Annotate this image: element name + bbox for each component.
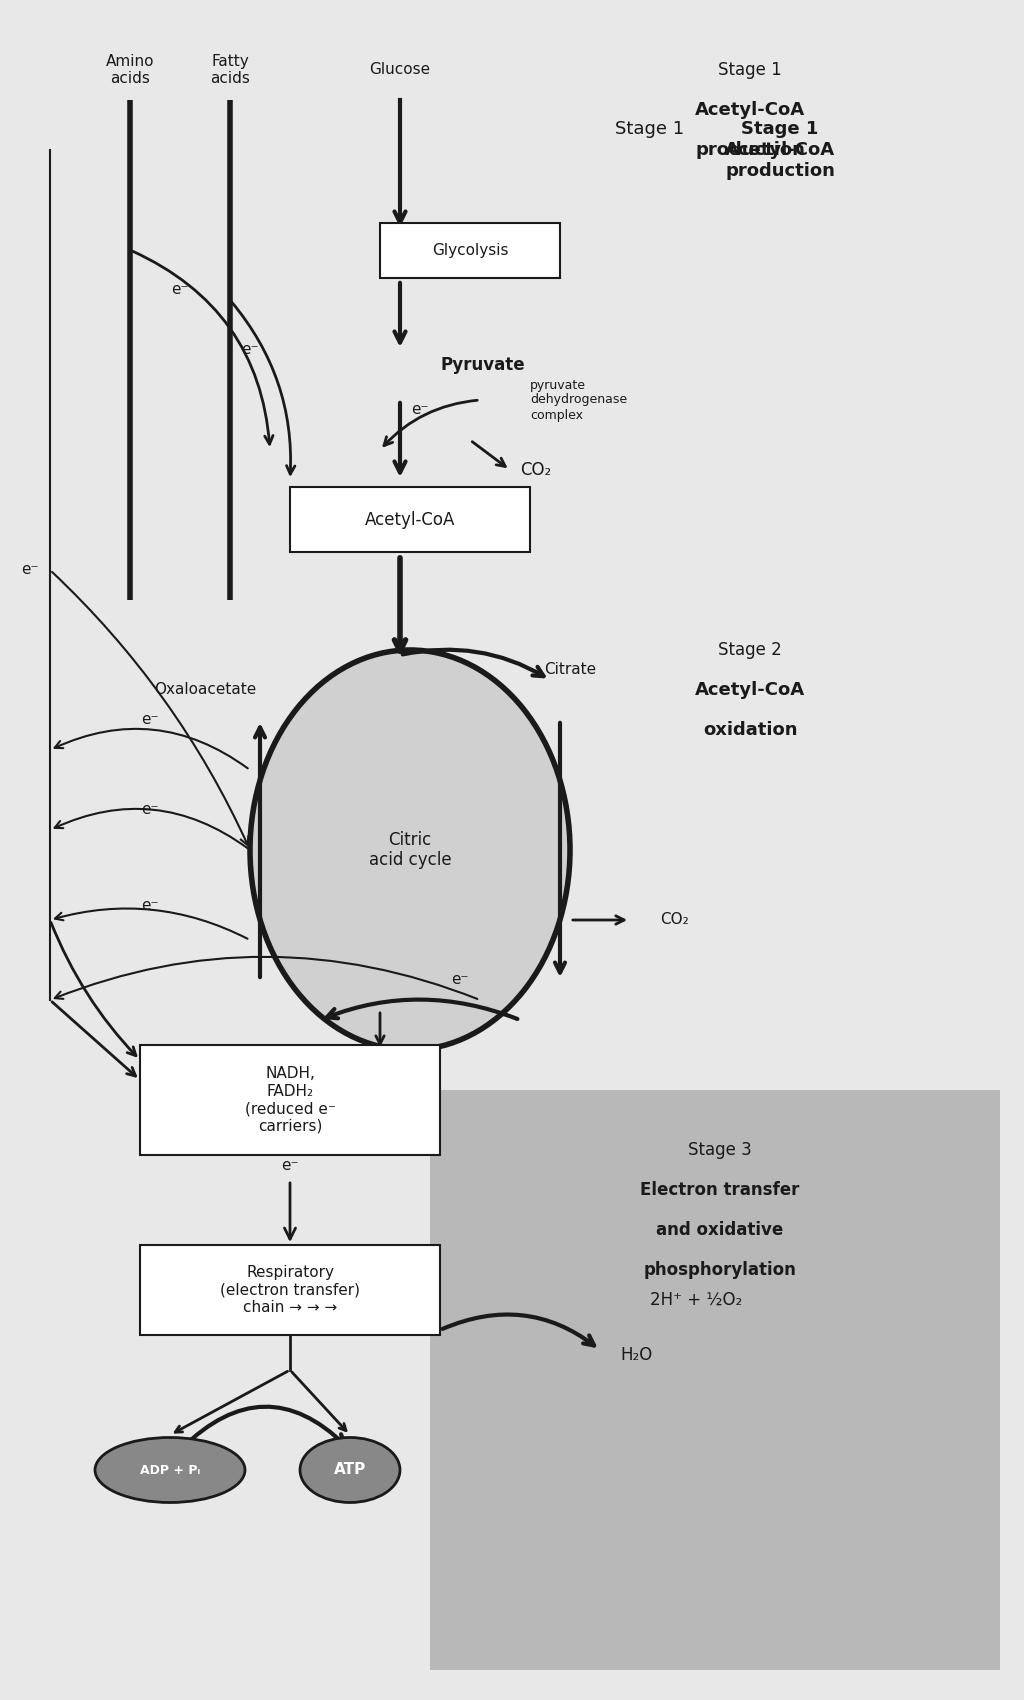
Text: Fatty
acids: Fatty acids xyxy=(210,54,250,87)
Text: Glycolysis: Glycolysis xyxy=(432,243,508,257)
Text: phosphorylation: phosphorylation xyxy=(643,1261,797,1278)
Text: ATP: ATP xyxy=(334,1462,367,1477)
FancyBboxPatch shape xyxy=(140,1046,440,1154)
Text: Electron transfer: Electron transfer xyxy=(640,1182,800,1198)
Text: Stage 2: Stage 2 xyxy=(718,641,782,660)
Text: and oxidative: and oxidative xyxy=(656,1221,783,1239)
FancyBboxPatch shape xyxy=(380,223,560,277)
Text: Acetyl-CoA: Acetyl-CoA xyxy=(695,100,805,119)
Text: Citric
acid cycle: Citric acid cycle xyxy=(369,831,452,869)
Text: ADP + Pᵢ: ADP + Pᵢ xyxy=(140,1464,200,1477)
Text: e⁻: e⁻ xyxy=(412,403,429,418)
Text: Acetyl-CoA: Acetyl-CoA xyxy=(365,512,456,529)
Text: CO₂: CO₂ xyxy=(660,913,689,928)
Text: Pyruvate: Pyruvate xyxy=(440,355,524,374)
Text: Amino
acids: Amino acids xyxy=(105,54,155,87)
FancyBboxPatch shape xyxy=(140,1244,440,1334)
Text: oxidation: oxidation xyxy=(702,721,798,740)
Text: Acetyl-CoA: Acetyl-CoA xyxy=(695,682,805,699)
Text: H₂O: H₂O xyxy=(620,1346,652,1363)
Ellipse shape xyxy=(250,649,570,1051)
Text: Stage 3: Stage 3 xyxy=(688,1141,752,1159)
Text: 2H⁺ + ½O₂: 2H⁺ + ½O₂ xyxy=(650,1290,742,1309)
Text: pyruvate
dehydrogenase
complex: pyruvate dehydrogenase complex xyxy=(530,379,627,422)
Text: CO₂: CO₂ xyxy=(520,461,551,479)
Text: e⁻: e⁻ xyxy=(22,563,39,578)
Text: production: production xyxy=(695,141,805,160)
Text: Stage 1: Stage 1 xyxy=(718,61,782,78)
Text: Oxaloacetate: Oxaloacetate xyxy=(154,682,256,697)
Text: Citrate: Citrate xyxy=(544,663,596,678)
Text: CO₂: CO₂ xyxy=(326,1062,354,1078)
Text: Glucose: Glucose xyxy=(370,63,430,78)
Text: e⁻: e⁻ xyxy=(282,1158,299,1173)
FancyBboxPatch shape xyxy=(430,1090,1000,1669)
Text: e⁻: e⁻ xyxy=(141,898,159,913)
FancyBboxPatch shape xyxy=(290,488,530,552)
Text: Stage 1
Acetyl-CoA
production: Stage 1 Acetyl-CoA production xyxy=(725,121,835,180)
Text: NADH,
FADH₂
(reduced e⁻
carriers): NADH, FADH₂ (reduced e⁻ carriers) xyxy=(245,1066,336,1134)
Text: e⁻: e⁻ xyxy=(141,712,159,728)
Ellipse shape xyxy=(300,1438,400,1503)
Text: e⁻: e⁻ xyxy=(171,282,188,297)
Text: e⁻: e⁻ xyxy=(242,342,259,357)
Text: e⁻: e⁻ xyxy=(452,972,469,988)
Text: Stage 1: Stage 1 xyxy=(615,121,685,138)
Text: Respiratory
(electron transfer)
chain → → →: Respiratory (electron transfer) chain → … xyxy=(220,1265,360,1314)
Text: e⁻: e⁻ xyxy=(141,802,159,818)
Ellipse shape xyxy=(95,1438,245,1503)
